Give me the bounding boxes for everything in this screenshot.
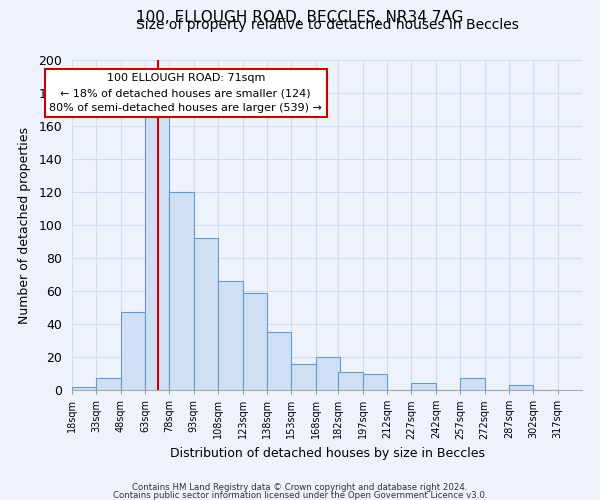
X-axis label: Distribution of detached houses by size in Beccles: Distribution of detached houses by size … [170,447,485,460]
Title: Size of property relative to detached houses in Beccles: Size of property relative to detached ho… [136,18,518,32]
Bar [169,192,194,390]
Bar [72,386,97,390]
Text: 100 ELLOUGH ROAD: 71sqm
← 18% of detached houses are smaller (124)
80% of semi-d: 100 ELLOUGH ROAD: 71sqm ← 18% of detache… [49,73,322,113]
Y-axis label: Number of detached properties: Number of detached properties [19,126,31,324]
Text: Contains public sector information licensed under the Open Government Licence v3: Contains public sector information licen… [113,490,487,500]
Bar [242,292,267,390]
Bar [316,357,340,390]
Bar [121,312,145,390]
Bar [412,384,436,390]
Bar [145,113,169,390]
Bar [338,372,363,390]
Text: 100, ELLOUGH ROAD, BECCLES, NR34 7AG: 100, ELLOUGH ROAD, BECCLES, NR34 7AG [136,10,464,25]
Bar [509,385,533,390]
Bar [267,332,291,390]
Bar [363,374,387,390]
Bar [291,364,316,390]
Bar [194,238,218,390]
Bar [97,378,121,390]
Bar [460,378,485,390]
Text: Contains HM Land Registry data © Crown copyright and database right 2024.: Contains HM Land Registry data © Crown c… [132,484,468,492]
Bar [218,281,242,390]
